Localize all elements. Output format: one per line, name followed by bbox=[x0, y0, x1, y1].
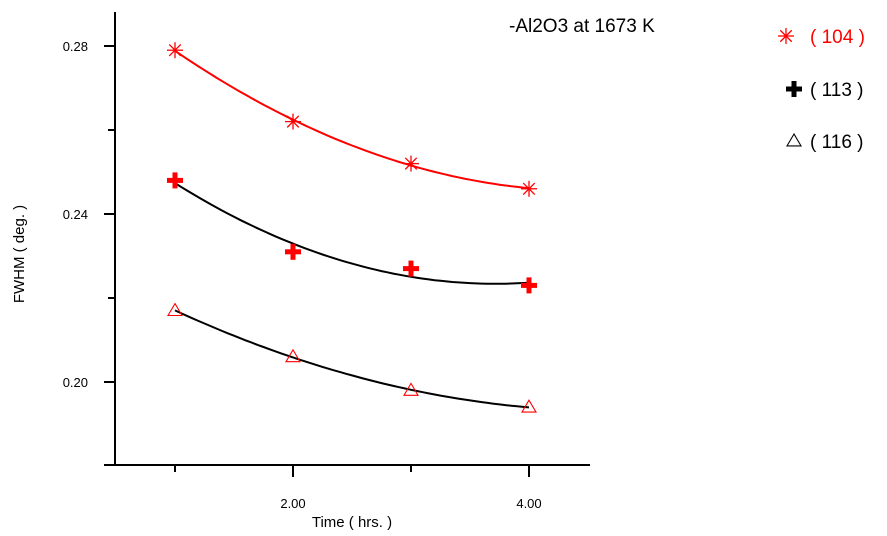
legend-label: ( 104 ) bbox=[810, 27, 865, 48]
fit-lines bbox=[174, 49, 530, 409]
fit-line bbox=[174, 182, 530, 285]
legend-item: ( 104 ) bbox=[778, 27, 865, 48]
marker-bar bbox=[526, 277, 532, 294]
legend-item: ( 116 ) bbox=[786, 132, 864, 153]
marker-bar bbox=[290, 243, 296, 260]
data-point bbox=[403, 260, 419, 277]
data-point bbox=[167, 302, 183, 317]
marker-bar bbox=[791, 81, 797, 97]
x-tick-label: 4.00 bbox=[516, 496, 541, 511]
marker-shape bbox=[521, 399, 537, 413]
marker-shape bbox=[786, 132, 802, 147]
marker-stroke bbox=[286, 115, 300, 128]
marker-bar bbox=[172, 172, 178, 189]
x-axis-title: Time ( hrs. ) bbox=[312, 514, 392, 531]
data-point bbox=[403, 382, 419, 396]
data-point bbox=[521, 180, 537, 197]
data-point bbox=[285, 348, 301, 363]
marker-bar bbox=[408, 260, 414, 277]
marker-stroke bbox=[404, 157, 418, 170]
data-point bbox=[285, 243, 301, 260]
legend-item: ( 113 ) bbox=[786, 80, 864, 101]
marker-shape bbox=[167, 302, 183, 317]
x-ticks: 2.00 4.00 bbox=[174, 465, 542, 511]
legend-label: ( 113 ) bbox=[810, 80, 864, 101]
y-tick-label: 0.24 bbox=[63, 207, 88, 222]
marker-stroke bbox=[168, 43, 182, 57]
y-axis-title: FWHM ( deg. ) bbox=[11, 205, 28, 303]
fit-line bbox=[174, 49, 530, 190]
y-tick-label: 0.28 bbox=[63, 39, 88, 54]
chart-title: -Al2O3 at 1673 K bbox=[509, 16, 655, 37]
y-ticks: 0.20 0.24 0.28 bbox=[63, 39, 115, 390]
axes bbox=[104, 12, 590, 466]
data-point bbox=[521, 277, 537, 294]
marker-shape bbox=[403, 382, 419, 396]
markers bbox=[167, 42, 537, 413]
x-tick-label: 2.00 bbox=[280, 496, 305, 511]
legend-label: ( 116 ) bbox=[810, 132, 864, 153]
fit-line bbox=[174, 309, 530, 409]
data-point bbox=[285, 113, 301, 130]
legend: ( 104 ) ( 113 ) ( 116 ) bbox=[778, 27, 865, 153]
asterisk-legend-icon bbox=[778, 28, 794, 44]
marker-shape bbox=[285, 348, 301, 363]
data-point bbox=[521, 399, 537, 413]
y-tick-label: 0.20 bbox=[63, 375, 88, 390]
marker-stroke bbox=[779, 29, 793, 43]
triangle-legend-icon bbox=[786, 132, 802, 147]
data-point bbox=[167, 42, 183, 59]
data-point bbox=[167, 172, 183, 189]
data-point bbox=[403, 155, 419, 172]
plus-legend-icon bbox=[786, 81, 802, 97]
marker-stroke bbox=[522, 182, 536, 196]
